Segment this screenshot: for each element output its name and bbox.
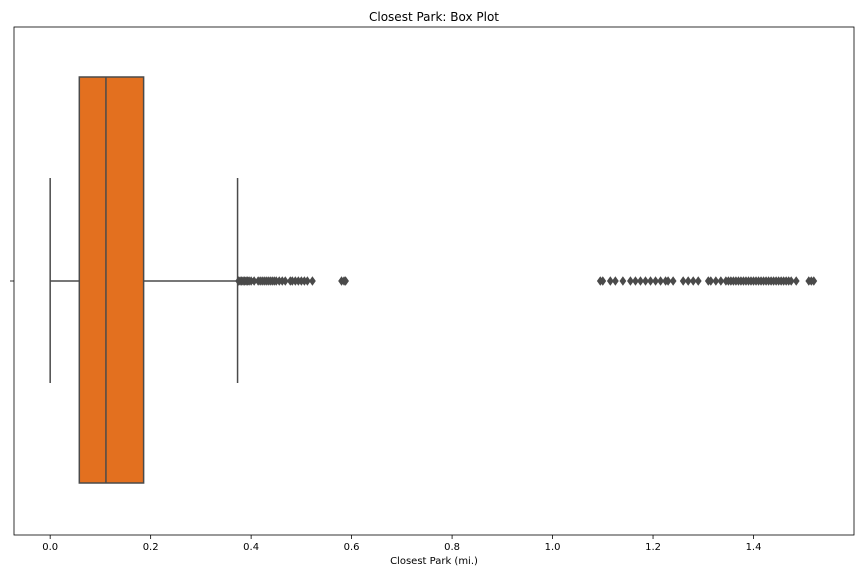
outlier-point [787, 276, 795, 286]
outlier-point [342, 276, 349, 286]
x-tick-label: 1.4 [746, 542, 762, 553]
outlier-point [810, 276, 818, 286]
outlier-point [627, 276, 634, 286]
x-tick-label: 1.0 [545, 542, 561, 553]
outlier-point [652, 276, 659, 286]
outlier-point [712, 276, 720, 286]
outlier-point [664, 276, 672, 286]
outlier-point [669, 276, 677, 286]
outlier-point [637, 276, 644, 286]
x-axis-ticks: 0.0 0.2 0.4 0.6 0.8 1.0 1.2 1.4 [10, 280, 762, 553]
outlier-point [619, 276, 627, 286]
chart-title: Closest Park: Box Plot [369, 10, 499, 24]
iqr-box [78, 76, 145, 484]
outlier-point [657, 276, 664, 286]
outlier-point [632, 276, 639, 286]
outlier-point [611, 276, 619, 286]
outlier-point [679, 276, 687, 286]
outlier-point [717, 276, 725, 286]
outlier-point [599, 276, 607, 286]
outlier-point [689, 276, 697, 286]
x-tick-label: 0.8 [444, 542, 460, 553]
x-tick-label: 0.0 [42, 542, 58, 553]
x-tick-label: 1.2 [645, 542, 661, 553]
outlier-point [792, 276, 800, 286]
outlier-point [304, 276, 311, 286]
x-tick-label: 0.2 [143, 542, 159, 553]
outlier-point [642, 276, 649, 286]
x-axis-label: Closest Park (mi.) [390, 556, 478, 567]
outlier-point [606, 276, 614, 286]
outlier-point [309, 276, 316, 286]
outlier-point [694, 276, 702, 286]
x-tick-label: 0.4 [243, 542, 259, 553]
outlier-point [647, 276, 654, 286]
outlier-point [684, 276, 692, 286]
outlier-point [707, 276, 715, 286]
outlier-point [281, 276, 289, 286]
plot-area [49, 76, 818, 484]
x-tick-label: 0.6 [344, 542, 360, 553]
